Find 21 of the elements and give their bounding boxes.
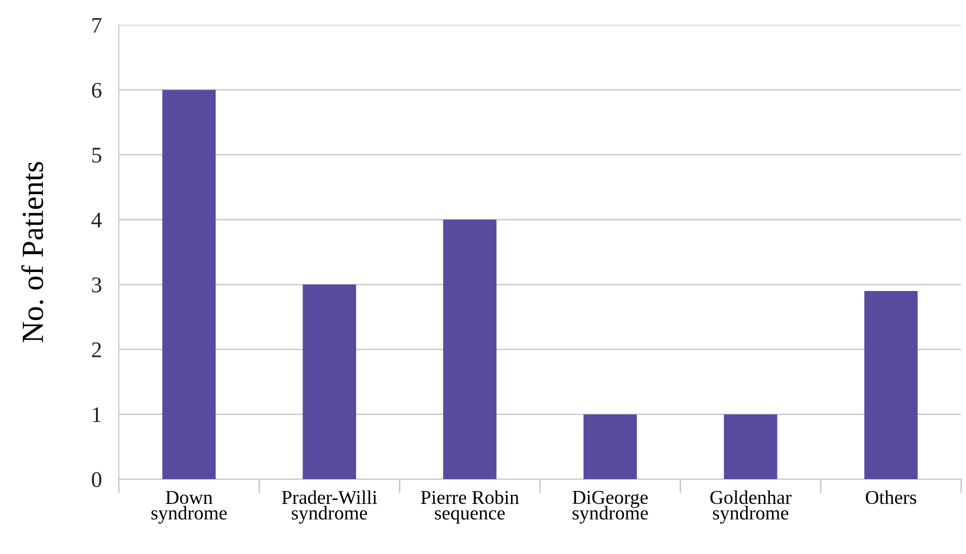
x-tick-label: Prader-Willi syndrome	[282, 490, 378, 524]
x-tick-label: Down syndrome	[151, 491, 227, 524]
x-tick-label: Goldenhar syndrome	[710, 490, 792, 524]
bar	[584, 414, 637, 480]
x-tick-label: DiGeorge syndrome	[572, 490, 648, 524]
y-axis-title: No. of Patients	[21, 162, 44, 342]
y-tick-label: 1	[92, 407, 101, 422]
x-tick-label: Pierre Robin sequence	[420, 490, 519, 524]
y-tick-label: 0	[92, 472, 102, 488]
y-tick-label: 6	[92, 82, 102, 98]
bar	[864, 291, 918, 480]
y-tick-label: 3	[92, 278, 102, 292]
y-tick-label: 4	[91, 212, 102, 228]
y-tick-label: 2	[92, 342, 101, 358]
y-tick-label: 5	[92, 148, 102, 163]
bar	[302, 284, 356, 480]
bar	[443, 220, 496, 480]
bar	[724, 414, 778, 480]
x-tick-label: Others	[866, 490, 916, 504]
bar	[162, 90, 216, 480]
y-tick-label: 7	[92, 18, 102, 33]
